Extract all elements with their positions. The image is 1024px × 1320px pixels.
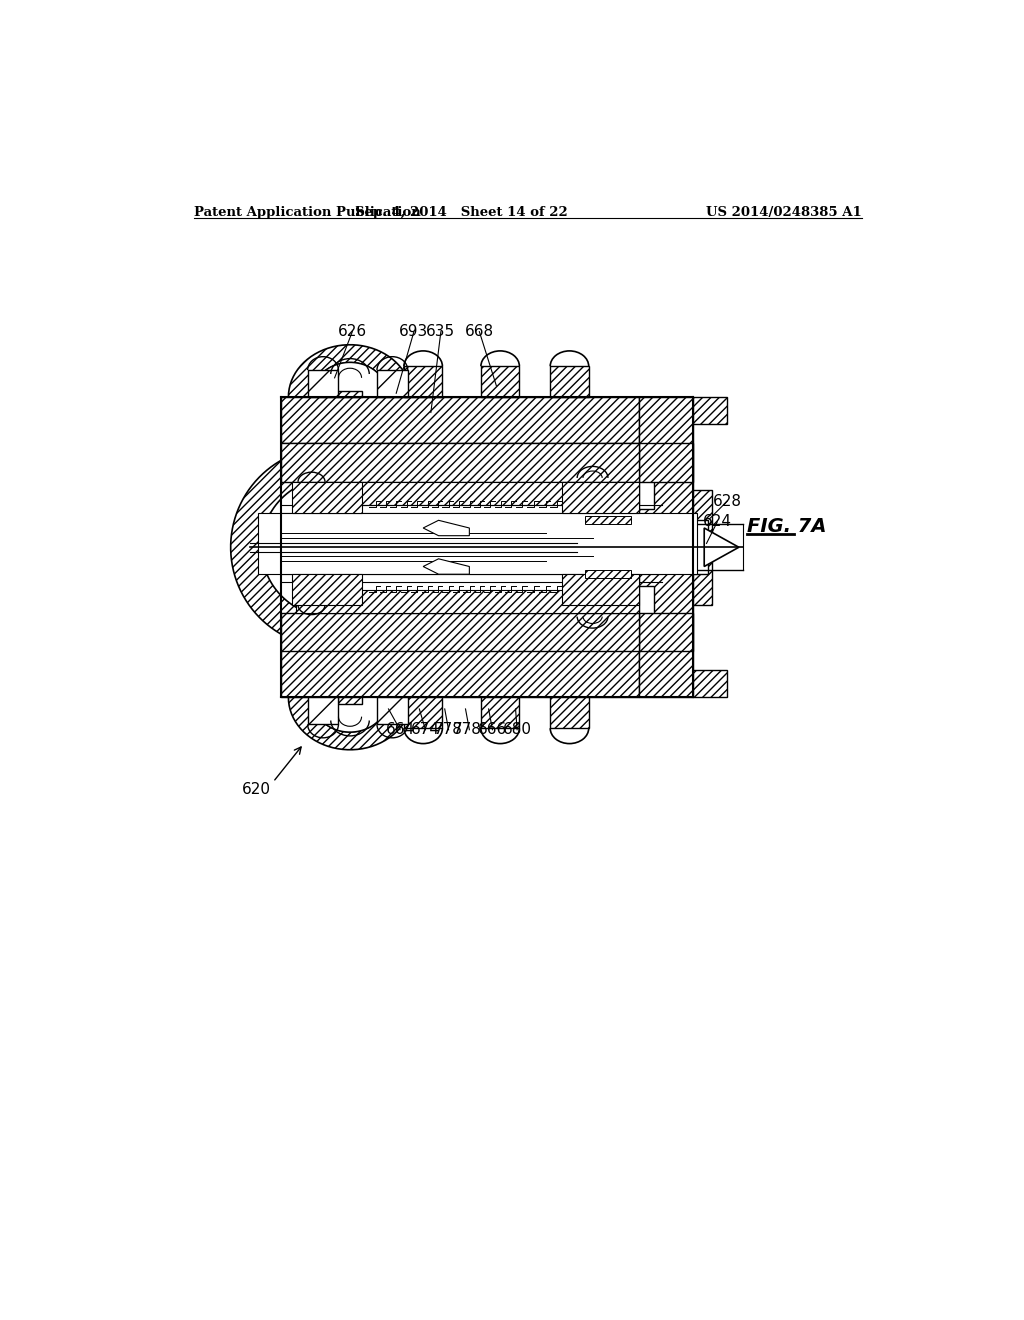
Text: FIG. 7A: FIG. 7A	[746, 517, 826, 536]
Polygon shape	[705, 528, 739, 566]
Polygon shape	[377, 370, 408, 397]
Polygon shape	[311, 697, 388, 733]
Polygon shape	[585, 516, 631, 524]
Polygon shape	[639, 478, 654, 508]
Text: 778': 778'	[453, 722, 486, 738]
Text: 674: 674	[411, 722, 440, 738]
Polygon shape	[423, 558, 469, 574]
Polygon shape	[281, 397, 639, 444]
Polygon shape	[296, 590, 639, 612]
Text: 664: 664	[385, 722, 415, 738]
Polygon shape	[481, 697, 519, 729]
Polygon shape	[585, 570, 631, 578]
Text: Patent Application Publication: Patent Application Publication	[194, 206, 421, 219]
Polygon shape	[692, 671, 727, 697]
Polygon shape	[639, 444, 692, 482]
Text: 778: 778	[434, 722, 463, 738]
Polygon shape	[550, 697, 589, 729]
Polygon shape	[639, 586, 654, 616]
Polygon shape	[377, 697, 408, 725]
Polygon shape	[296, 482, 639, 506]
Polygon shape	[258, 512, 696, 574]
Text: 693: 693	[399, 325, 429, 339]
Polygon shape	[230, 447, 331, 647]
Text: 666: 666	[478, 722, 507, 738]
Polygon shape	[403, 697, 442, 729]
Text: US 2014/0248385 A1: US 2014/0248385 A1	[707, 206, 862, 219]
Polygon shape	[307, 697, 339, 725]
Polygon shape	[562, 482, 639, 512]
Polygon shape	[339, 391, 361, 397]
Text: 620: 620	[242, 783, 270, 797]
Polygon shape	[281, 612, 639, 651]
Polygon shape	[307, 370, 339, 397]
Polygon shape	[639, 612, 692, 651]
Text: 628: 628	[713, 494, 741, 508]
Text: 680: 680	[503, 722, 531, 738]
Polygon shape	[311, 363, 388, 397]
Polygon shape	[339, 697, 361, 704]
Polygon shape	[403, 367, 442, 397]
Polygon shape	[481, 367, 519, 397]
Text: Sep. 4, 2014   Sheet 14 of 22: Sep. 4, 2014 Sheet 14 of 22	[355, 206, 568, 219]
Polygon shape	[692, 490, 712, 605]
Text: 635: 635	[426, 325, 456, 339]
Polygon shape	[292, 574, 361, 605]
Polygon shape	[289, 697, 412, 750]
Text: 626: 626	[338, 325, 367, 339]
Polygon shape	[550, 367, 589, 397]
Polygon shape	[692, 520, 708, 574]
Polygon shape	[692, 397, 727, 424]
Text: 624: 624	[702, 515, 732, 529]
Polygon shape	[292, 482, 361, 512]
Polygon shape	[562, 574, 639, 605]
Polygon shape	[423, 520, 469, 536]
Text: 668: 668	[465, 325, 494, 339]
Polygon shape	[281, 644, 639, 697]
Polygon shape	[281, 444, 639, 482]
Polygon shape	[289, 345, 412, 397]
Polygon shape	[639, 397, 692, 697]
